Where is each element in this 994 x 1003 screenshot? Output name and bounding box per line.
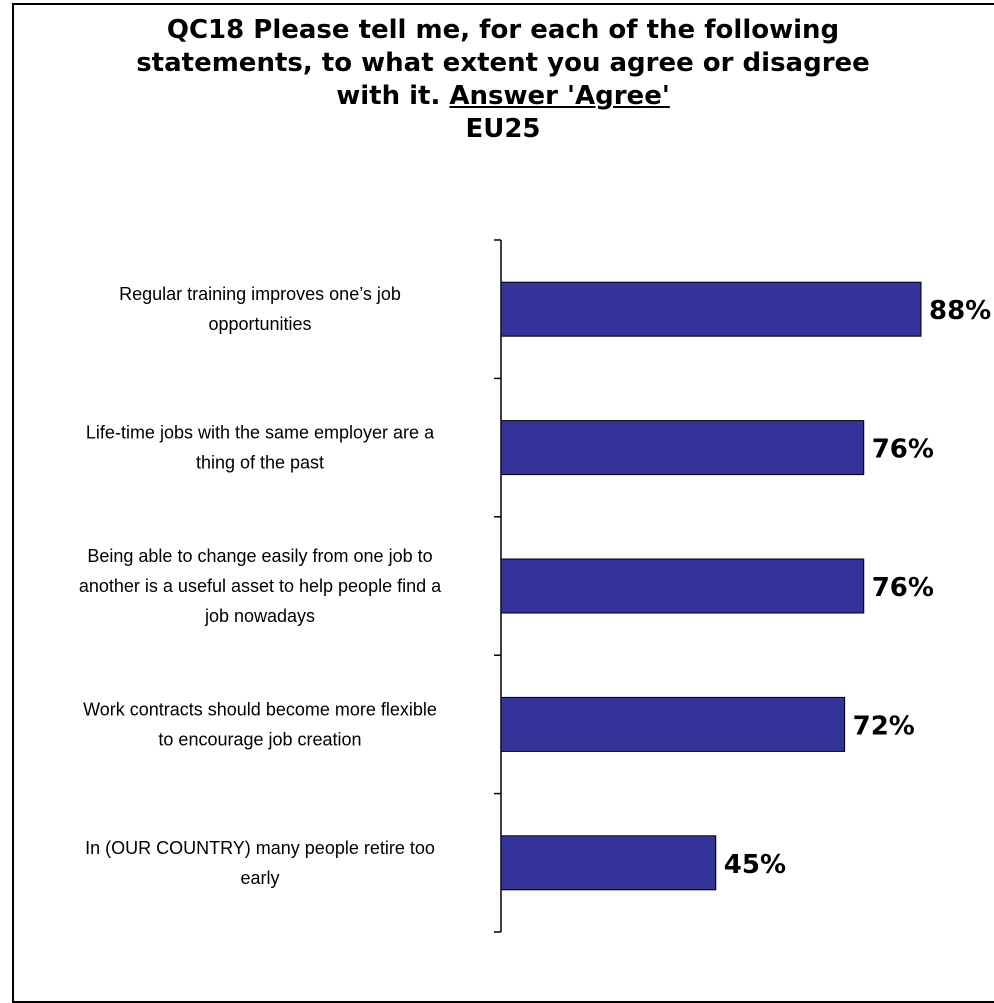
title-line-3: with it. Answer 'Agree' [12, 80, 994, 113]
value-label: 88% [929, 296, 991, 326]
category-label: another is a useful asset to help people… [79, 576, 442, 596]
category-label: early [240, 868, 279, 888]
bar [500, 558, 865, 614]
bar [500, 696, 846, 752]
title-answer-agree: Answer 'Agree' [449, 81, 670, 111]
category-label: Life-time jobs with the same employer ar… [86, 423, 435, 443]
chart-title: QC18 Please tell me, for each of the fol… [12, 14, 994, 146]
category-label: In (OUR COUNTRY) many people retire too [85, 838, 435, 858]
bar-chart: 88% Regular training improves one’s job op… [79, 239, 991, 933]
value-label: 76% [872, 435, 934, 465]
title-line-1: QC18 Please tell me, for each of the fol… [166, 15, 840, 45]
category-label: opportunities [208, 314, 311, 334]
category-label: job nowadays [204, 606, 315, 626]
category-label: Regular training improves one’s job [119, 284, 401, 304]
bar [500, 420, 865, 476]
category-label: Work contracts should become more flexib… [83, 699, 437, 719]
title-line-3-prefix: with it. [336, 81, 450, 111]
value-label: 76% [872, 573, 934, 603]
bar [500, 281, 922, 337]
value-label: 45% [724, 850, 786, 880]
title-line-2: statements, to what extent you agree or … [136, 48, 870, 78]
bar [500, 835, 717, 891]
value-label: 72% [853, 711, 915, 741]
category-label: to encourage job creation [158, 729, 361, 749]
category-label: Being able to change easily from one job… [87, 546, 432, 566]
chart-subtitle: EU25 [465, 114, 541, 144]
category-label: thing of the past [196, 453, 324, 473]
